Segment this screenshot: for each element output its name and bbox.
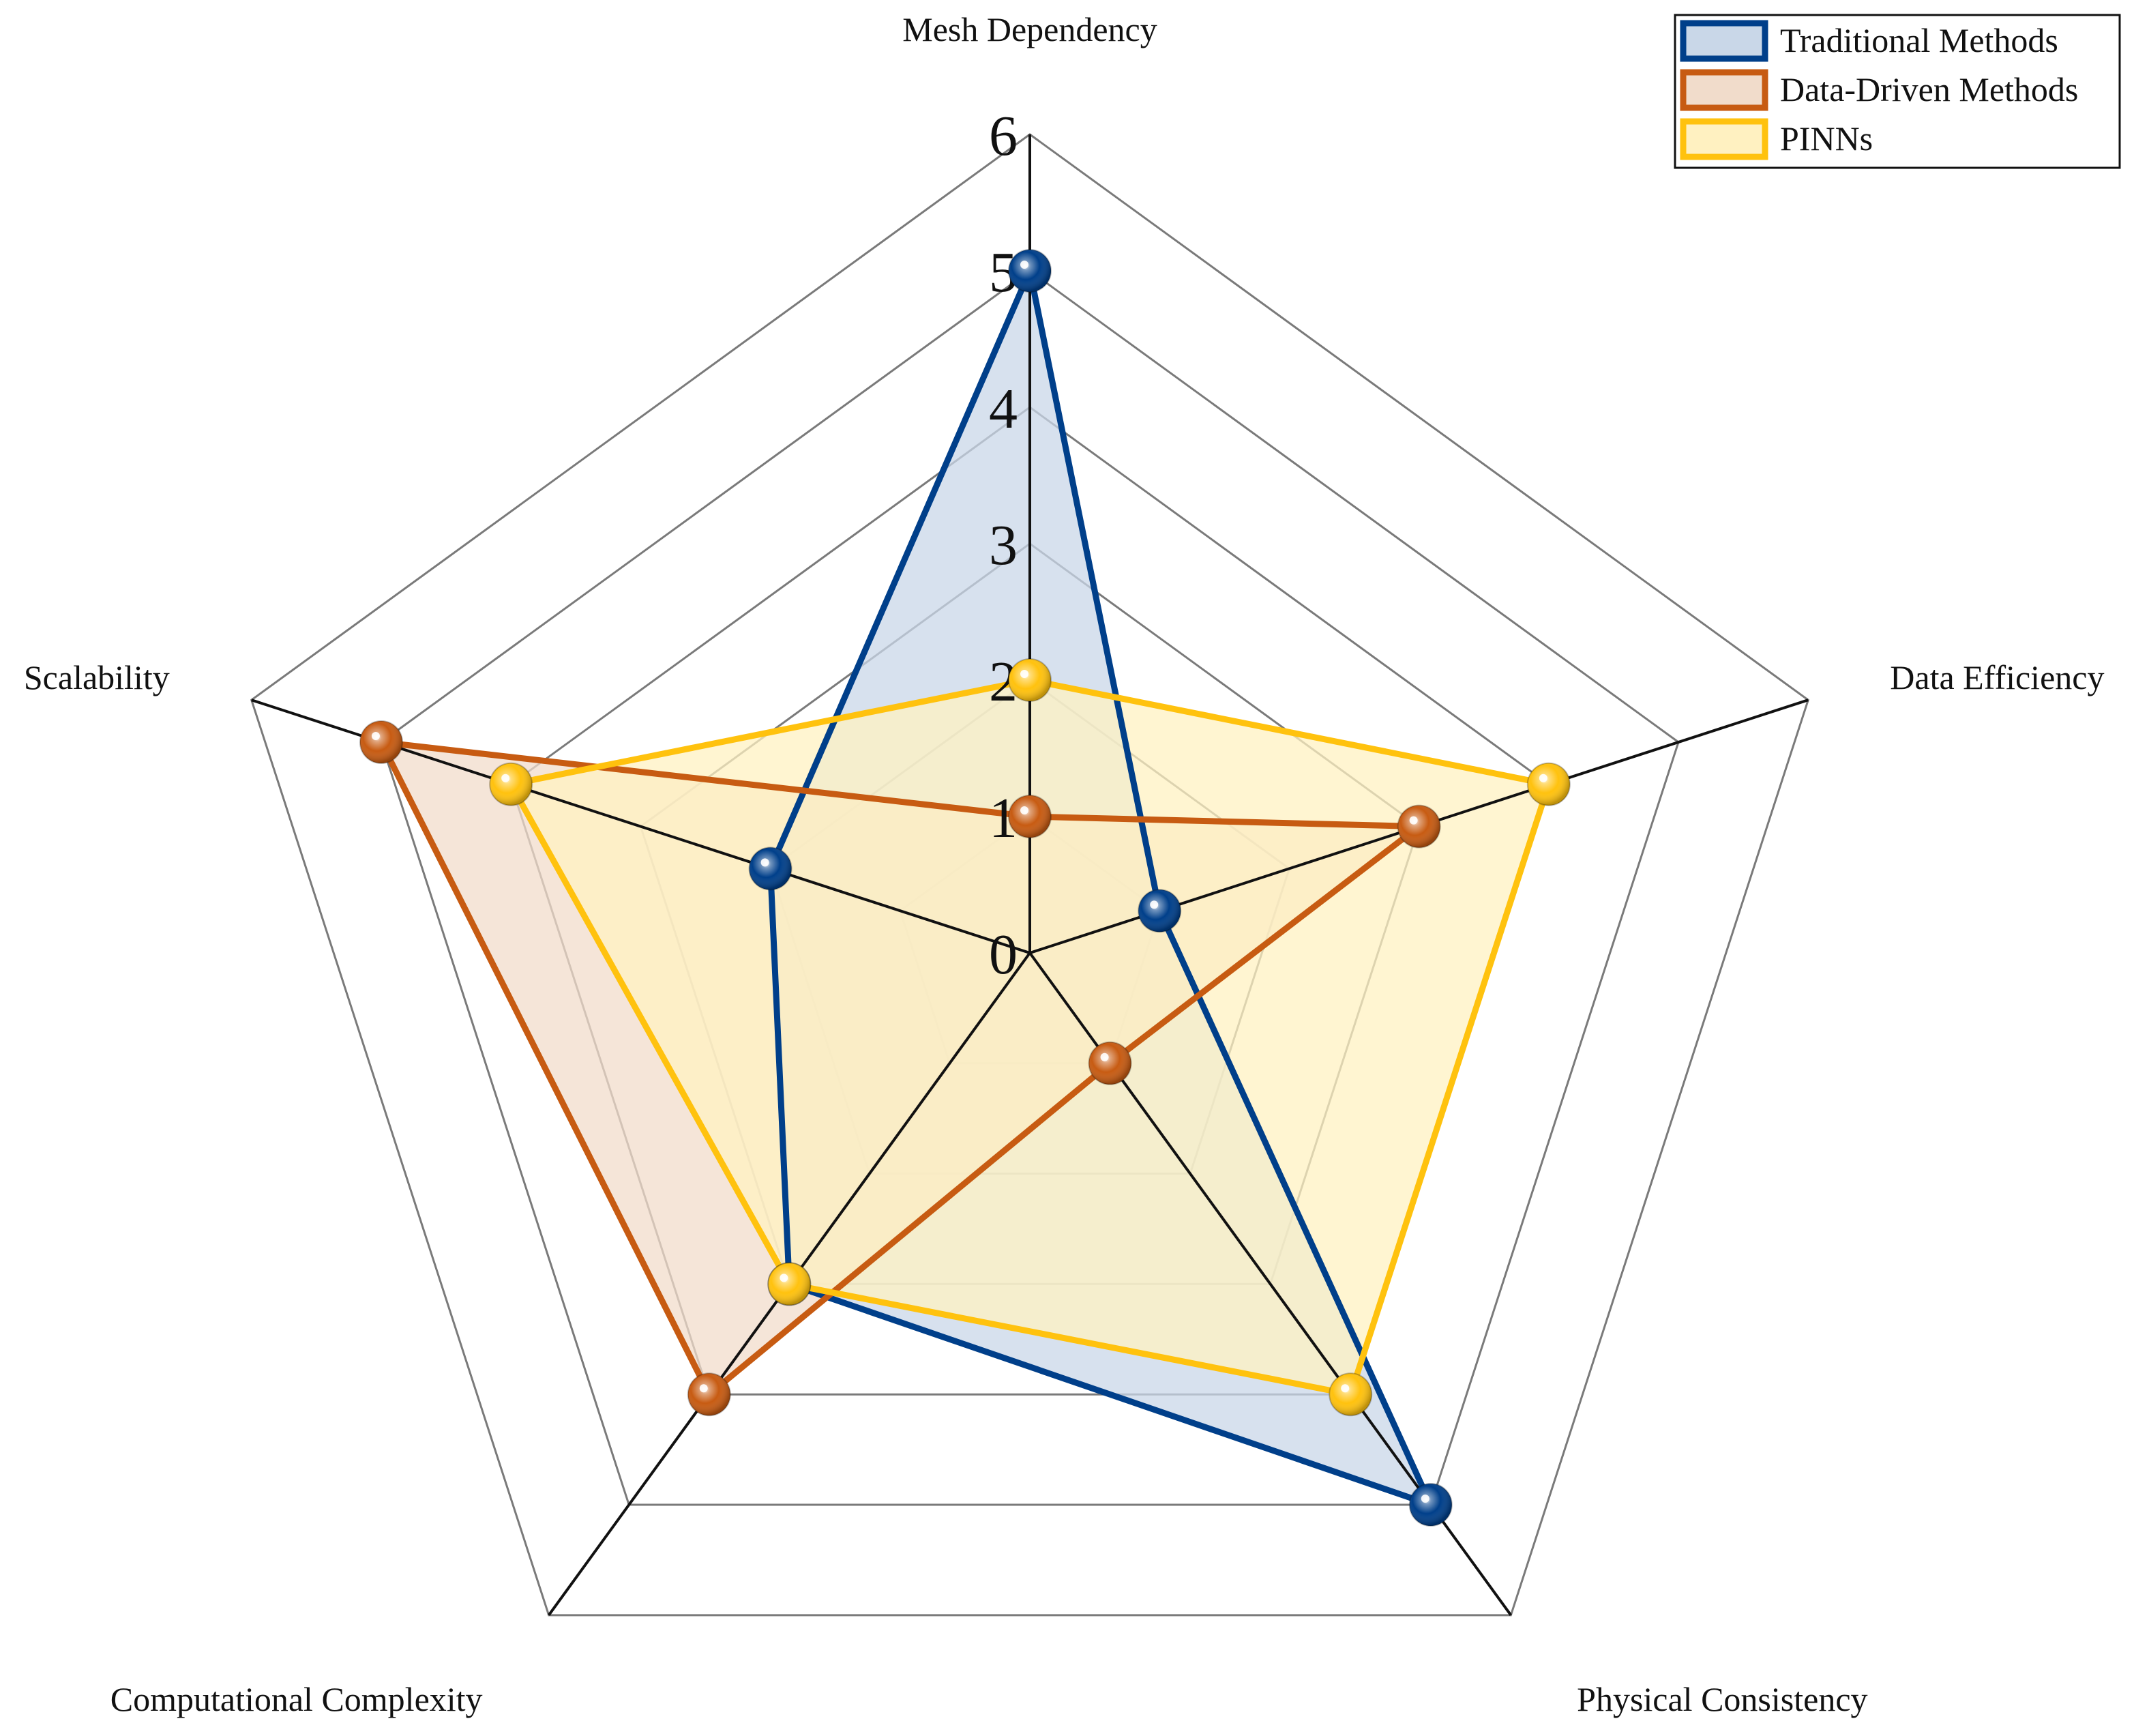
tick-label-0: 0: [989, 923, 1018, 986]
axis-label-scalability: Scalability: [24, 658, 170, 696]
series-lines: [378, 267, 1552, 1508]
marker-data-driven-methods-physical-consistency: [1088, 1041, 1132, 1085]
series-line-pinns: [507, 677, 1552, 1398]
marker-pinns-scalability: [489, 762, 533, 806]
axis-labels: Mesh Dependency Data Efficiency Physical C…: [24, 10, 2105, 1718]
marker-traditional-methods-scalability: [748, 847, 792, 891]
grid-ring-4: [509, 406, 1550, 1396]
legend-swatch-traditional: [1680, 20, 1768, 62]
axis-label-computational-complexity: Computational Complexity: [110, 1680, 483, 1718]
tick-label-4: 4: [989, 377, 1018, 441]
legend-swatch-data-driven: [1680, 69, 1768, 111]
marker-pinns-computational-complexity: [767, 1262, 812, 1306]
marker-data-driven-methods-mesh-dependency: [1008, 795, 1052, 838]
marker-data-driven-methods-data-efficiency: [1397, 804, 1441, 849]
series-markers: [359, 249, 1571, 1527]
legend-label-data-driven: Data-Driven Methods: [1780, 70, 2078, 108]
series-line-traditional-methods: [767, 267, 1434, 1508]
marker-traditional-methods-data-efficiency: [1138, 889, 1182, 933]
axis-label-mesh-dependency: Mesh Dependency: [902, 10, 1157, 48]
marker-data-driven-methods-scalability: [359, 720, 403, 764]
legend-label-pinns: PINNs: [1780, 119, 1873, 158]
legend-entry-traditional: Traditional Methods: [1680, 20, 2058, 62]
marker-traditional-methods-physical-consistency: [1408, 1483, 1453, 1527]
legend-swatch-pinns: [1680, 118, 1768, 160]
grid-ring-6: [250, 133, 1810, 1617]
axis-label-physical-consistency: Physical Consistency: [1577, 1680, 1867, 1718]
tick-label-6: 6: [989, 104, 1018, 168]
legend-label-traditional: Traditional Methods: [1780, 21, 2058, 59]
marker-pinns-physical-consistency: [1329, 1372, 1373, 1417]
marker-pinns-data-efficiency: [1526, 762, 1571, 806]
legend-entry-pinns: PINNs: [1680, 118, 1873, 160]
marker-pinns-mesh-dependency: [1008, 658, 1052, 702]
grid-ring-5: [380, 269, 1680, 1506]
series-line-data-driven-methods: [378, 739, 1423, 1398]
axis-label-data-efficiency: Data Efficiency: [1890, 658, 2104, 696]
legend-entry-data-driven: Data-Driven Methods: [1680, 69, 2078, 111]
marker-traditional-methods-mesh-dependency: [1008, 249, 1052, 293]
tick-label-3: 3: [989, 514, 1018, 577]
legend: Traditional Methods Data-Driven Methods …: [1674, 14, 2121, 169]
marker-data-driven-methods-computational-complexity: [687, 1372, 731, 1417]
